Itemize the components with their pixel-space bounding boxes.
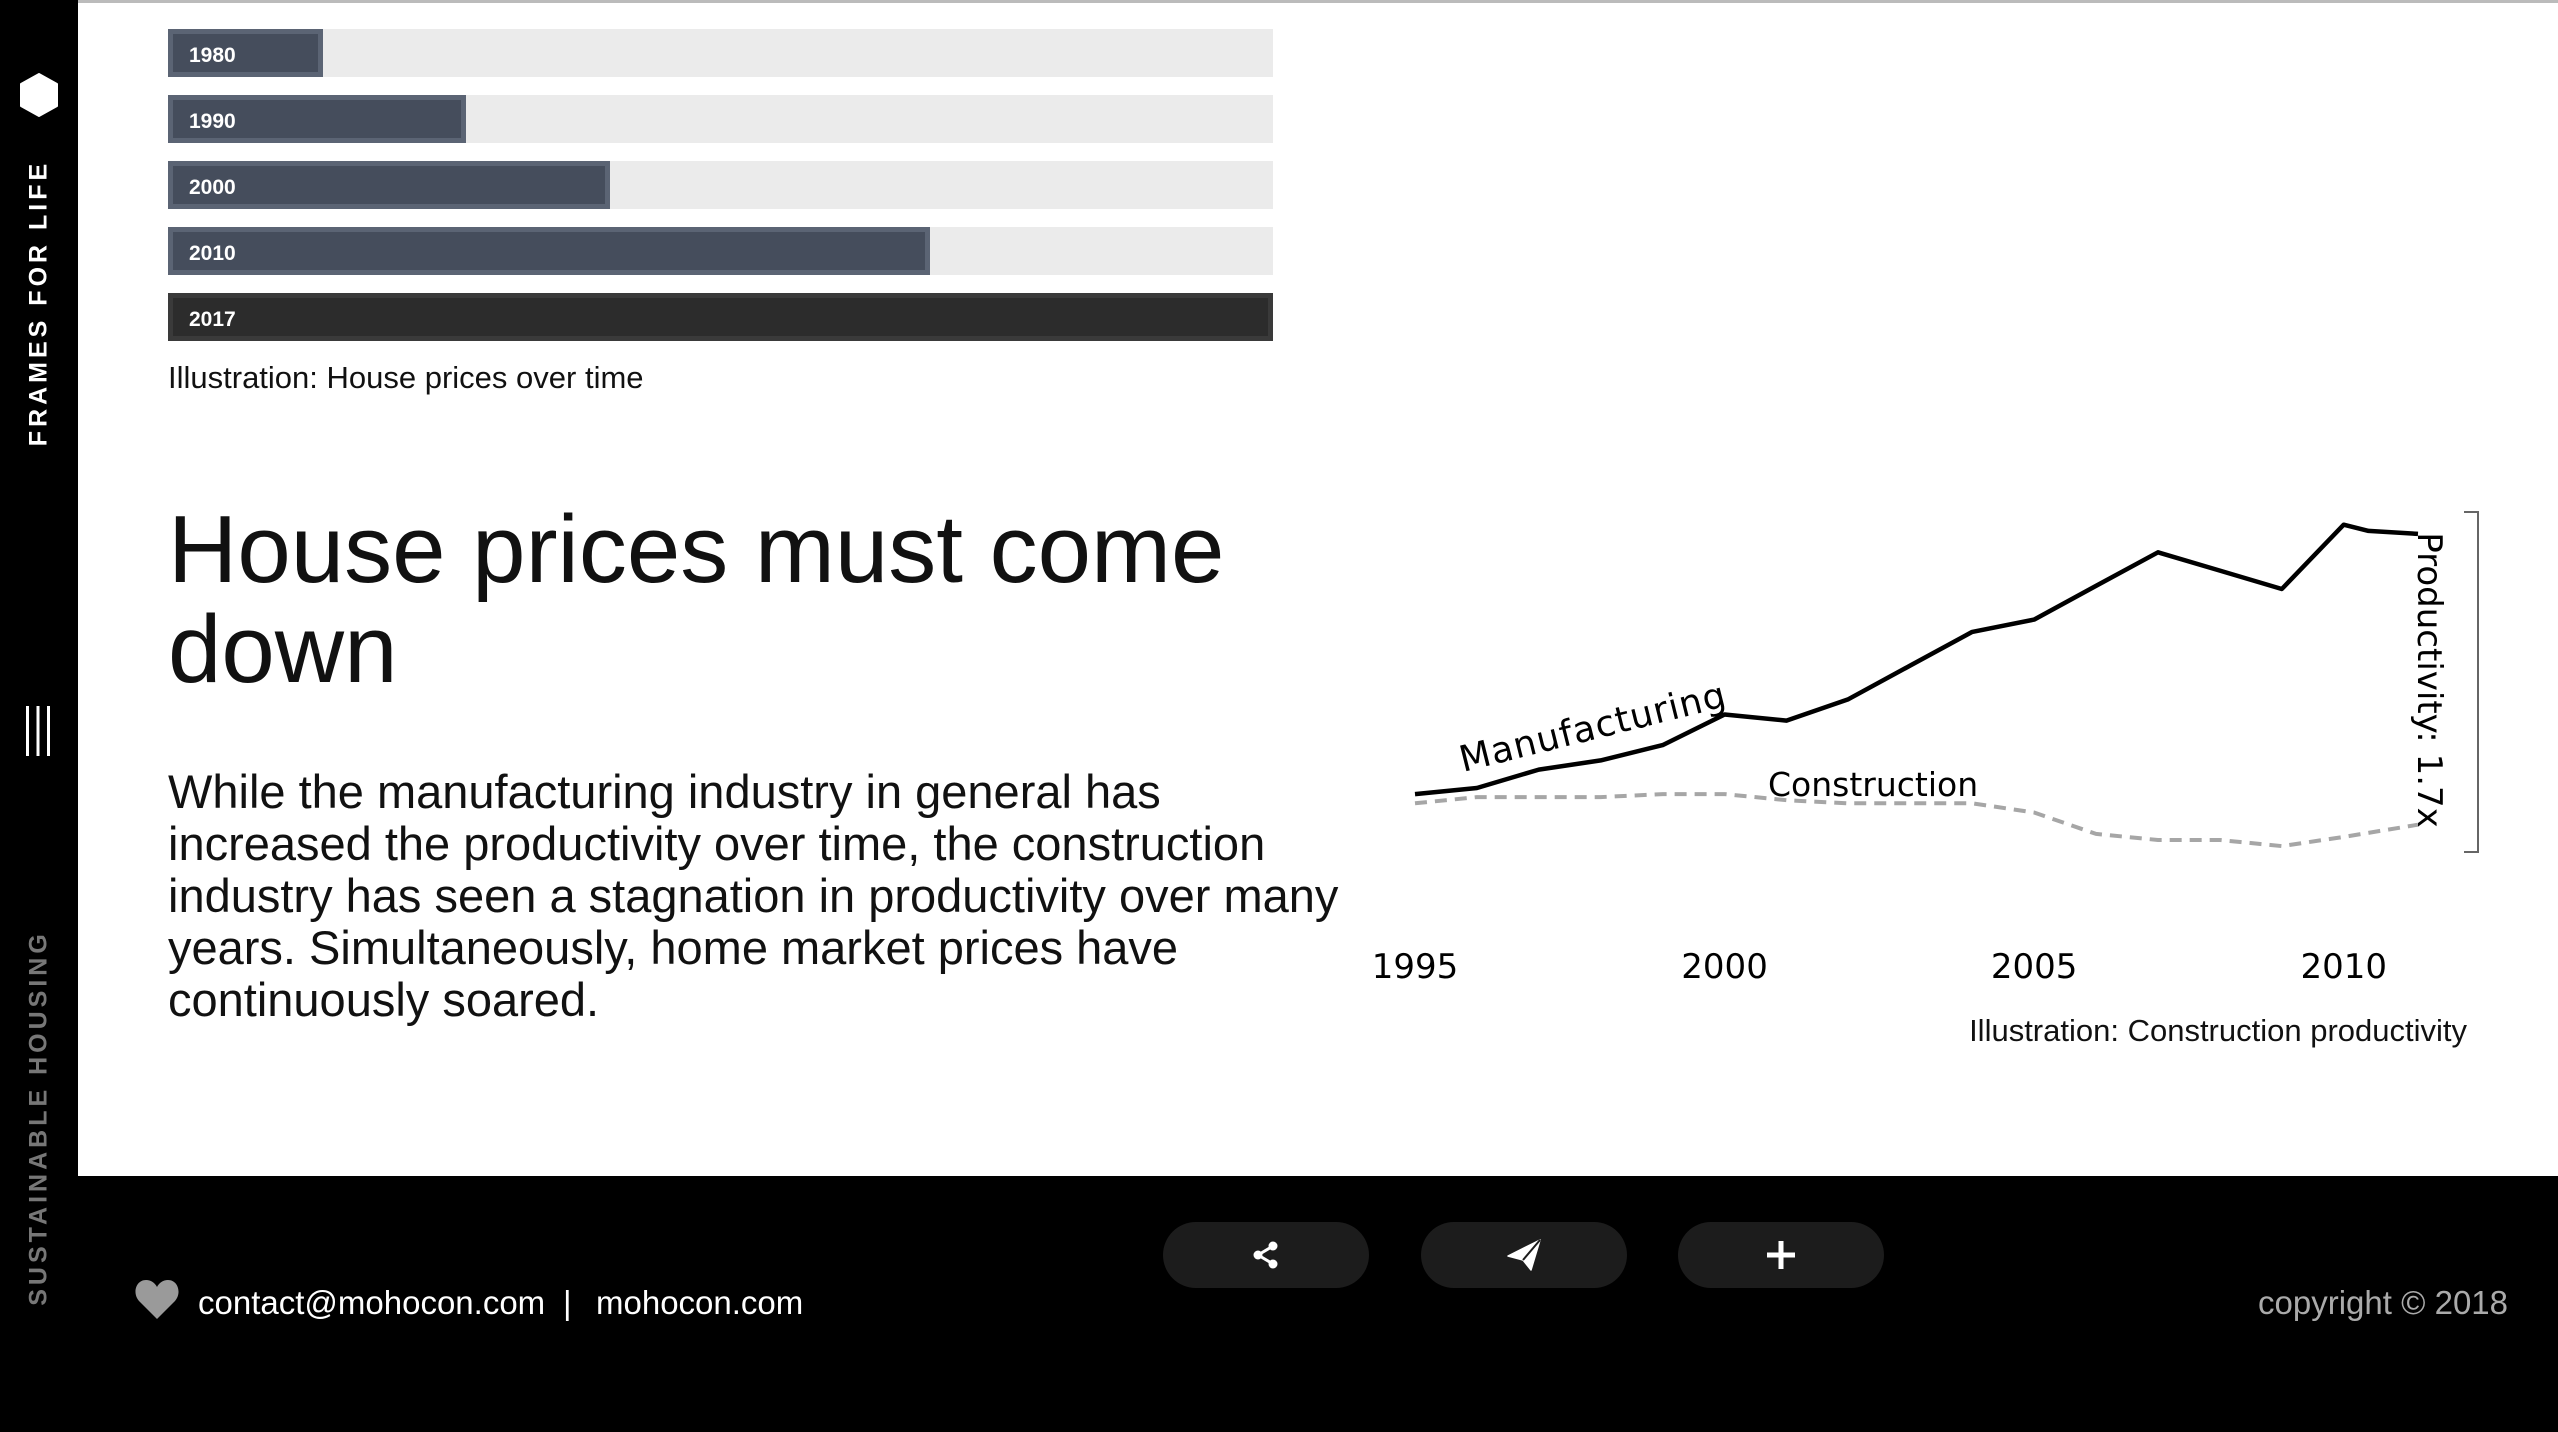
- send-button[interactable]: [1421, 1222, 1627, 1288]
- x-tick-label: 2000: [1681, 947, 1768, 987]
- brand-name[interactable]: FRAMES FOR LIFE: [24, 159, 53, 447]
- page-title: House prices must come down: [168, 496, 1225, 703]
- bar-track: 2000: [168, 161, 1273, 209]
- series-line-construction: [1414, 792, 2419, 849]
- add-button[interactable]: [1678, 1222, 1884, 1288]
- series-label-manufacturing: Manufacturing: [1455, 675, 1730, 781]
- x-tick-label: 2005: [1991, 947, 2078, 987]
- productivity-annotation: Productivity: 1.7x: [2409, 532, 2449, 828]
- chart-caption: Illustration: Construction productivity: [1969, 1013, 2467, 1048]
- hexagon-logo-icon[interactable]: [19, 72, 59, 118]
- share-button[interactable]: [1163, 1222, 1369, 1288]
- bar-label: 2000: [189, 176, 236, 199]
- contact-email-link[interactable]: contact@mohocon.com: [198, 1284, 546, 1321]
- bar-track: 2010: [168, 227, 1273, 275]
- bar-fill: 1980: [168, 29, 323, 77]
- x-tick-label: 1995: [1372, 947, 1459, 987]
- bar-track: 1990: [168, 95, 1273, 143]
- productivity-chart: Manufacturing Construction 1995 2000 2005 201…: [1372, 511, 2479, 987]
- bar-fill: 1990: [168, 95, 467, 143]
- website-link[interactable]: mohocon.com: [596, 1284, 804, 1321]
- productivity-bracket: [2464, 511, 2479, 853]
- footer-separator: |: [563, 1284, 572, 1321]
- main-content: 1980 1990 2000 2010 2017 Illustration: H…: [78, 0, 2558, 1176]
- bar-label: 2010: [189, 242, 236, 265]
- footer: contact@mohocon.com | mohocon.com copyri…: [78, 1176, 2558, 1432]
- top-divider: [78, 0, 2558, 3]
- heart-icon: [135, 1280, 179, 1319]
- menu-lines-icon[interactable]: [24, 706, 52, 756]
- plus-icon: [1767, 1241, 1795, 1269]
- bar-label: 1980: [189, 44, 236, 67]
- bar-fill: 2000: [168, 161, 610, 209]
- bar-fill: 2017: [168, 293, 1273, 341]
- article-body: While the manufacturing industry in gene…: [168, 765, 1339, 1026]
- x-tick-label: 2010: [2300, 947, 2387, 987]
- share-icon: [1253, 1241, 1278, 1269]
- series-line-manufacturing: [1414, 522, 2419, 797]
- paper-plane-icon: [1507, 1239, 1541, 1271]
- copyright-text: copyright © 2018: [2258, 1284, 2508, 1321]
- section-label: SUSTAINABLE HOUSING: [24, 930, 53, 1306]
- bars-caption: Illustration: House prices over time: [168, 360, 644, 395]
- series-label-construction: Construction: [1768, 765, 1978, 804]
- bar-track: 2017: [168, 293, 1273, 341]
- bar-fill: 2010: [168, 227, 931, 275]
- bar-track: 1980: [168, 29, 1273, 77]
- sidebar: FRAMES FOR LIFE SUSTAINABLE HOUSING: [0, 0, 78, 1432]
- bar-label: 2017: [189, 308, 236, 331]
- bar-label: 1990: [189, 110, 236, 133]
